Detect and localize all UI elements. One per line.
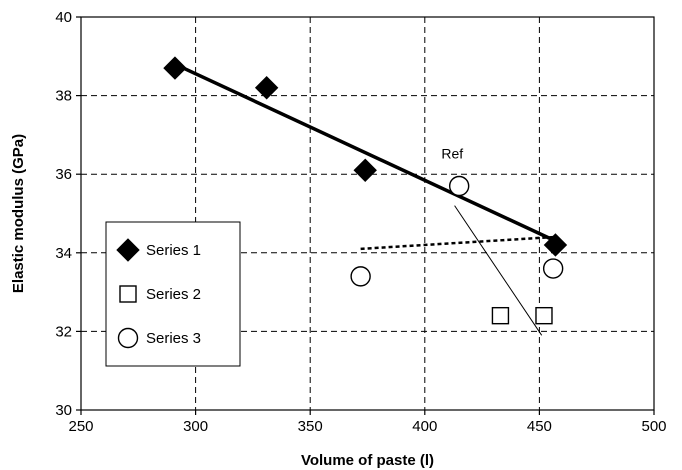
series-3-point-2: [448, 175, 470, 197]
legend-label-series-3: Series 3: [146, 330, 201, 347]
annotation-ref: Ref: [441, 145, 463, 161]
series-1-point-4: [543, 233, 568, 257]
plot-area-frame: [80, 16, 655, 411]
series-3-point-1: [350, 266, 371, 287]
y-tick-label-38: 38: [55, 88, 72, 105]
y-tick-label-40: 40: [55, 9, 72, 26]
legend-label-series-2: Series 2: [146, 286, 201, 303]
x-tick-label-350: 350: [298, 418, 323, 435]
trend-line-1: [174, 62, 557, 243]
legend-marker-series-2: [119, 285, 137, 303]
x-tick-label-300: 300: [183, 418, 208, 435]
trend-lines: [174, 62, 557, 336]
series-1-point-1: [163, 56, 187, 80]
legend-marker-series-1: [116, 238, 140, 262]
series-1-point-2: [254, 76, 279, 100]
series-1-point-3: [353, 158, 377, 182]
series-2-point-2: [535, 306, 553, 325]
y-tick-label-32: 32: [55, 323, 72, 340]
y-tick-label-34: 34: [55, 245, 72, 262]
data-points: [163, 56, 568, 325]
y-axis-label: Elastic modulus (GPa): [10, 134, 27, 293]
y-tick-label-36: 36: [55, 166, 72, 183]
legend-label-series-1: Series 1: [146, 242, 201, 259]
x-tick-label-500: 500: [641, 418, 666, 435]
series-3-point-3: [542, 258, 564, 279]
x-axis-label: Volume of paste (l): [301, 452, 434, 469]
trend-line-2: [360, 235, 554, 251]
legend-marker-series-3: [117, 327, 139, 349]
x-tick-label-400: 400: [412, 418, 437, 435]
series-2-point-1: [491, 306, 510, 325]
x-tick-label-250: 250: [68, 418, 93, 435]
legend: Series 1 Series 2 Series 3: [105, 221, 241, 367]
tick-labels: 250 300 350 400 450 500 30 32 34 36 38 40: [55, 9, 666, 435]
y-tick-label-30: 30: [55, 402, 72, 419]
trend-line-3: [454, 205, 543, 336]
x-tick-label-450: 450: [527, 418, 552, 435]
annotations: Ref: [441, 145, 463, 161]
